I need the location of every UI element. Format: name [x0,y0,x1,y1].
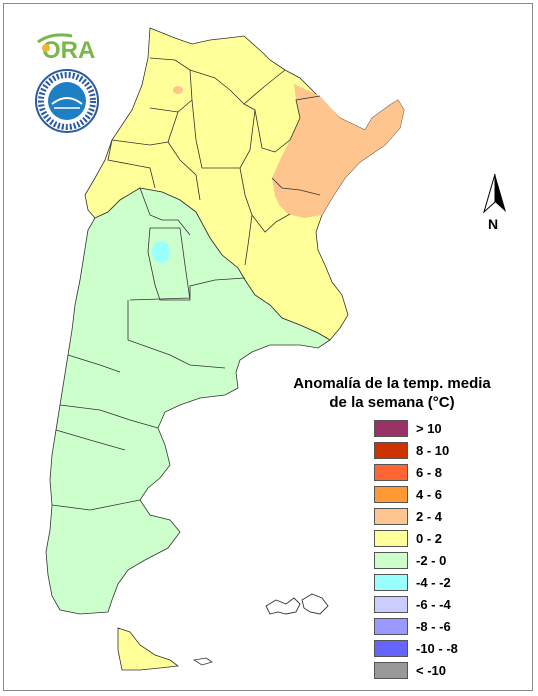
legend-item: 2 - 4 [374,506,494,528]
legend-swatch [374,618,408,635]
map-frame [3,3,533,691]
legend-title: Anomalía de la temp. media de la semana … [292,374,492,412]
legend-title-line2: de la semana (°C) [329,394,455,411]
legend-label: > 10 [416,421,442,436]
legend-label: 4 - 6 [416,487,443,502]
legend-item: 8 - 10 [374,440,494,462]
islands-small [192,657,213,666]
legend-swatch [374,552,408,569]
legend-title-line1: Anomalía de la temp. media [293,375,491,392]
north-arrow: N [478,172,512,234]
legend-swatch [374,420,408,437]
province-borders [51,57,321,511]
region-hot-northeast [272,84,404,218]
legend-swatch [374,596,408,613]
legend-item: > 10 [374,418,494,440]
legend-item: 0 - 2 [374,528,494,550]
smn-seal [35,69,99,133]
legend: > 10 8 - 10 6 - 8 4 - 6 2 - 4 0 - 2 -2 - 0 -4 -… [374,418,494,682]
ora-logo: ORA [37,33,95,64]
north-arrow-icon [483,173,506,214]
legend-label: 8 - 10 [416,443,450,458]
legend-swatch [374,574,408,591]
region-hot-spot [173,86,183,94]
legend-item: -4 - -2 [374,572,494,594]
legend-label: 0 - 2 [416,531,443,546]
legend-swatch [374,486,408,503]
legend-item: 6 - 8 [374,462,494,484]
legend-label: < -10 [416,663,446,678]
legend-swatch [374,640,408,657]
legend-item: 4 - 6 [374,484,494,506]
legend-label: 2 - 4 [416,509,443,524]
legend-item: < -10 [374,660,494,682]
legend-swatch [374,508,408,525]
region-cool-south [45,187,331,615]
region-tierra-del-fuego [117,627,180,671]
legend-swatch [374,464,408,481]
legend-label: -10 - -8 [416,641,458,656]
legend-swatch [374,662,408,679]
legend-item: -10 - -8 [374,638,494,660]
legend-label: -2 - 0 [416,553,447,568]
legend-label: -4 - -2 [416,575,451,590]
legend-label: -8 - -6 [416,619,451,634]
ora-logo-text: ORA [42,37,95,64]
legend-item: -2 - 0 [374,550,494,572]
region-cold-spot [152,241,170,263]
legend-item: -6 - -4 [374,594,494,616]
legend-swatch [374,530,408,547]
legend-swatch [374,442,408,459]
legend-item: -8 - -6 [374,616,494,638]
legend-label: 6 - 8 [416,465,443,480]
islands-malvinas [265,593,329,615]
north-label: N [488,216,499,232]
legend-label: -6 - -4 [416,597,451,612]
